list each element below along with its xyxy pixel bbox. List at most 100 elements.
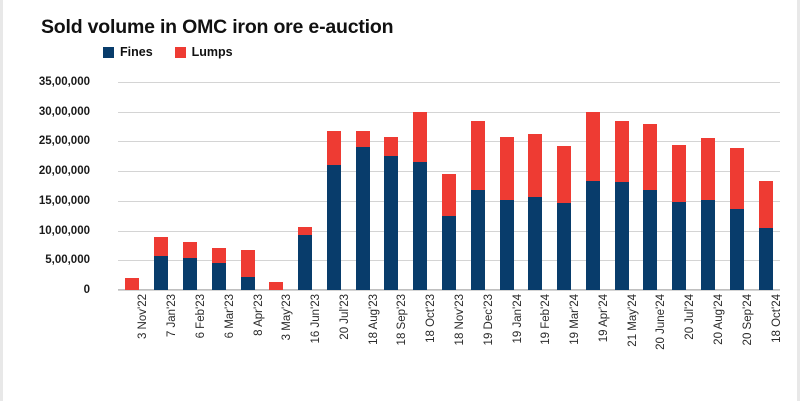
x-axis-labels: 3 Nov'22 7 Jan'23 6 Feb'23 6 Mar'23 8 Apr'23… <box>118 294 783 394</box>
bar-segment-fines[interactable] <box>557 202 572 290</box>
bar-segment-lumps[interactable] <box>614 120 629 183</box>
gridline <box>118 290 780 291</box>
legend-item-lumps[interactable]: Lumps <box>174 45 233 59</box>
bar-group[interactable] <box>182 82 197 290</box>
y-axis-tick-label: 15,00,000 <box>38 194 90 207</box>
bar-segment-fines[interactable] <box>585 180 600 290</box>
x-axis-tick-label: 20 June'24 <box>655 294 668 350</box>
page-right-border <box>797 0 800 401</box>
bar-group[interactable] <box>211 82 226 290</box>
bar-group[interactable] <box>585 82 600 290</box>
bar-group[interactable] <box>758 82 773 290</box>
bar-group[interactable] <box>384 82 399 290</box>
x-axis-tick-label: 18 Oct'24 <box>770 294 783 343</box>
y-axis-tick-label: 5,00,000 <box>45 254 90 267</box>
bar-group[interactable] <box>240 82 255 290</box>
bar-segment-lumps[interactable] <box>125 278 140 290</box>
bar-segment-fines[interactable] <box>614 182 629 290</box>
bar-group[interactable] <box>528 82 543 290</box>
bar-group[interactable] <box>154 82 169 290</box>
bar-segment-fines[interactable] <box>672 202 687 290</box>
bar-segment-lumps[interactable] <box>211 247 226 263</box>
bar-group[interactable] <box>643 82 658 290</box>
bar-segment-fines[interactable] <box>701 199 716 290</box>
bar-group[interactable] <box>614 82 629 290</box>
bar-segment-lumps[interactable] <box>240 250 255 277</box>
x-axis-tick-label: 21 May'24 <box>626 294 639 347</box>
x-axis-tick-label: 6 Feb'23 <box>194 294 207 339</box>
bar-segment-fines[interactable] <box>384 156 399 290</box>
bar-group[interactable] <box>470 82 485 290</box>
y-axis-tick-label: 30,00,000 <box>38 105 90 118</box>
bar-group[interactable] <box>499 82 514 290</box>
x-axis-tick-label: 16 Jun'23 <box>310 294 323 344</box>
bar-segment-fines[interactable] <box>413 161 428 290</box>
bar-segment-lumps[interactable] <box>643 123 658 191</box>
bar-group[interactable] <box>701 82 716 290</box>
bar-segment-lumps[interactable] <box>470 120 485 191</box>
bar-group[interactable] <box>557 82 572 290</box>
x-axis-tick-label: 18 Oct'23 <box>425 294 438 343</box>
bar-segment-lumps[interactable] <box>384 137 399 157</box>
bar-segment-lumps[interactable] <box>326 130 341 165</box>
bar-group[interactable] <box>269 82 284 290</box>
bar-segment-fines[interactable] <box>240 276 255 290</box>
bar-group[interactable] <box>729 82 744 290</box>
bar-segment-lumps[interactable] <box>269 282 284 290</box>
bar-segment-lumps[interactable] <box>298 227 313 236</box>
bar-segment-lumps[interactable] <box>154 237 169 257</box>
bar-segment-lumps[interactable] <box>528 134 543 198</box>
x-axis-tick-label: 3 May'23 <box>281 294 294 341</box>
bar-segment-fines[interactable] <box>154 256 169 290</box>
bar-group[interactable] <box>672 82 687 290</box>
bar-segment-lumps[interactable] <box>355 131 370 148</box>
x-axis-tick-label: 19 Dec'23 <box>482 294 495 346</box>
x-axis-tick-label: 3 Nov'22 <box>137 294 150 340</box>
bar-segment-fines[interactable] <box>211 262 226 290</box>
bar-segment-lumps[interactable] <box>413 111 428 162</box>
x-axis-tick-label: 20 Aug'24 <box>713 294 726 345</box>
bar-segment-fines[interactable] <box>355 147 370 290</box>
bar-group[interactable] <box>413 82 428 290</box>
x-axis-tick-label: 20 Jul'23 <box>338 294 351 340</box>
y-axis-tick-label: 20,00,000 <box>38 165 90 178</box>
bar-segment-fines[interactable] <box>528 197 543 290</box>
x-axis-tick-label: 20 Jul'24 <box>684 294 697 340</box>
y-axis-tick-label: 35,00,000 <box>38 76 90 88</box>
bar-segment-lumps[interactable] <box>672 145 687 203</box>
bar-segment-lumps[interactable] <box>585 112 600 181</box>
gridline <box>118 82 780 83</box>
x-axis-tick-label: 18 Aug'23 <box>367 294 380 345</box>
plot-area <box>118 82 780 291</box>
bar-group[interactable] <box>326 82 341 290</box>
bar-segment-lumps[interactable] <box>701 137 716 200</box>
y-axis-tick-label: 25,00,000 <box>38 135 90 148</box>
bar-segment-fines[interactable] <box>729 208 744 290</box>
chart-legend: Fines Lumps <box>103 45 233 59</box>
bar-segment-fines[interactable] <box>758 227 773 290</box>
bar-group[interactable] <box>355 82 370 290</box>
bar-segment-lumps[interactable] <box>442 173 456 216</box>
bar-segment-lumps[interactable] <box>758 181 773 228</box>
bar-segment-lumps[interactable] <box>729 147 744 209</box>
bar-segment-fines[interactable] <box>442 215 456 290</box>
bar-segment-fines[interactable] <box>326 164 341 290</box>
bar-segment-lumps[interactable] <box>499 137 514 200</box>
bar-segment-fines[interactable] <box>470 190 485 290</box>
bar-segment-lumps[interactable] <box>182 242 197 258</box>
x-axis-tick-label: 7 Jan'23 <box>166 294 179 338</box>
bar-group[interactable] <box>442 82 456 290</box>
bar-segment-fines[interactable] <box>182 257 197 290</box>
x-axis-tick-label: 20 Sep'24 <box>741 294 754 346</box>
gridline <box>118 171 780 173</box>
bar-segment-fines[interactable] <box>499 199 514 290</box>
bar-segment-fines[interactable] <box>298 235 313 290</box>
legend-item-fines[interactable]: Fines <box>103 45 153 59</box>
x-axis-tick-label: 19 Jan'24 <box>511 294 524 344</box>
bar-group[interactable] <box>125 82 140 290</box>
bar-segment-lumps[interactable] <box>557 145 572 203</box>
y-axis-tick-label: 0 <box>83 284 90 296</box>
bar-segment-fines[interactable] <box>643 190 658 290</box>
bar-group[interactable] <box>298 82 313 290</box>
